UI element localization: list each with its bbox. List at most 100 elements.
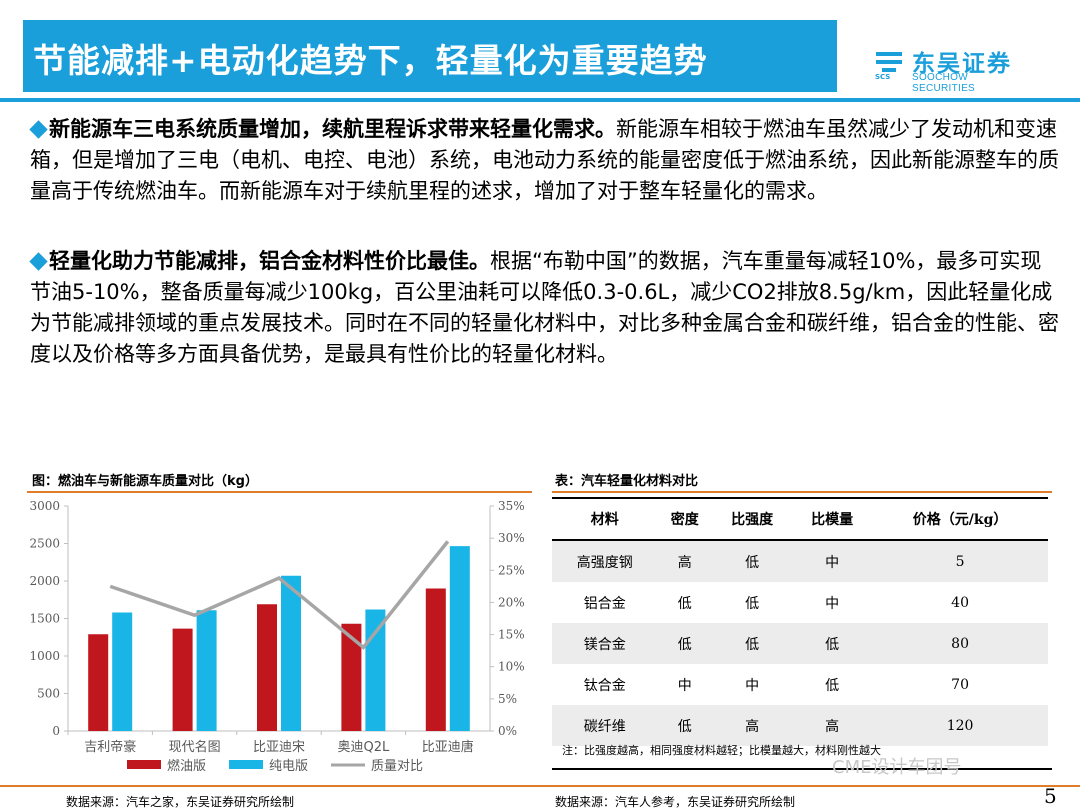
bar-fuel [88, 634, 109, 731]
diamond-bullet-icon [29, 119, 48, 139]
diamond-bullet-icon [29, 251, 48, 271]
right-tick-label: 35% [498, 499, 525, 513]
table-cell: 中 [745, 677, 760, 694]
right-tick-label: 0% [498, 724, 517, 738]
right-tick-label: 5% [498, 692, 517, 706]
table-cell: 碳纤维 [552, 705, 658, 746]
paragraph-2-body: 根据“布勒中国”的数据，汽车重量每减轻10%，最多可实现节油5-10%，整备质量… [30, 249, 1059, 366]
figure-caption: 图：燃油车与新能源车质量对比（kg） [32, 474, 258, 489]
bar-electric [112, 612, 133, 731]
series-line-weight-ratio [109, 540, 450, 650]
bar-electric [281, 575, 301, 731]
table-row: 铝合金 低 低 中 40 [552, 582, 1048, 623]
table-cell: 钛合金 [583, 677, 626, 694]
table-cell: 中 [792, 540, 873, 582]
page-number: 5 [1044, 784, 1057, 808]
right-tick-label: 15% [498, 628, 525, 642]
table-row: 碳纤维 低 高 高 120 [552, 705, 1048, 746]
table-cell: 80 [872, 623, 1048, 664]
table-row: 钛合金 中 中 低 70 [552, 664, 1048, 705]
watermark: CME设计车团号 [832, 757, 962, 778]
table-cell: 高 [712, 705, 793, 746]
table-cell: 低 [657, 623, 713, 664]
legend-swatch [127, 760, 161, 769]
legend-swatch [229, 760, 263, 769]
table-cell: 低 [712, 540, 793, 582]
right-tick-label: 25% [498, 563, 525, 577]
left-tick-label: 500 [37, 687, 60, 701]
bar-fuel [425, 588, 446, 731]
header-price: 价格（元/kg） [872, 497, 1048, 541]
table-cell: 高 [657, 540, 713, 582]
table-cell: 低 [712, 623, 793, 664]
header-divider [0, 98, 1080, 102]
table-cell: 中 [677, 677, 692, 694]
left-tick-label: 0 [52, 724, 60, 738]
table-cell: 中 [825, 595, 840, 612]
svg-text:SCS: SCS [875, 73, 890, 80]
table-header-row: 材料 密度 比强度 比模量 价格（元/kg） [552, 497, 1048, 541]
paragraph-1: 新能源车三电系统质量增加，续航里程诉求带来轻量化需求。新能源车相较于燃油车虽然减… [29, 114, 1060, 207]
legend-label: 纯电版 [269, 759, 308, 774]
table-cell: 低 [825, 677, 840, 694]
logo-chinese-name: 东吴证券 [912, 51, 1012, 77]
paragraph-2: 轻量化助力节能减排，铝合金材料性价比最佳。根据“布勒中国”的数据，汽车重量每减轻… [29, 246, 1060, 370]
table-cell: 镁合金 [552, 623, 658, 664]
table-cell: 低 [792, 623, 873, 664]
table-row: 镁合金 低 低 低 80 [552, 623, 1048, 664]
table-cell: 120 [872, 705, 1048, 746]
paragraph-2-lead: 轻量化助力节能减排，铝合金材料性价比最佳。 [49, 249, 490, 273]
header-material: 材料 [552, 497, 658, 541]
x-tick-label: 比亚迪宋 [253, 740, 305, 755]
header-specific-modulus: 比模量 [792, 497, 873, 541]
table-bottom-rule [552, 768, 1052, 770]
header-density: 密度 [657, 497, 713, 541]
table-cell: 70 [951, 676, 969, 693]
x-tick-label: 现代名图 [169, 739, 221, 755]
left-tick-label: 2500 [29, 537, 60, 551]
bar-fuel [341, 623, 362, 731]
table-cell: 低 [677, 595, 692, 612]
table-cell: 铝合金 [583, 595, 626, 612]
right-tick-label: 30% [498, 531, 525, 545]
header-specific-strength: 比强度 [712, 497, 793, 541]
weight-comparison-chart: 0 500 1000 1500 2000 2500 3000 0% 5% 10% 15% 20% 25%… [29, 499, 525, 774]
footer-divider [0, 785, 1080, 787]
paragraph-1-lead: 新能源车三电系统质量增加，续航里程诉求带来轻量化需求。 [49, 117, 616, 141]
left-tick-label: 1500 [29, 612, 60, 626]
table-cell: 高 [792, 705, 873, 746]
table-caption: 表：汽车轻量化材料对比 [555, 474, 699, 489]
figure-caption-rule [27, 491, 532, 493]
right-tick-label: 20% [498, 595, 525, 609]
x-tick-label: 奥迪Q2L [338, 740, 391, 755]
table-caption-rule [552, 491, 1052, 493]
table-source: 数据来源：汽车人参考，东吴证券研究所绘制 [555, 795, 796, 809]
table-row: 高强度钢 高 低 中 5 [552, 540, 1048, 582]
bar-electric [196, 610, 217, 731]
bar-electric [449, 546, 470, 731]
table-cell: 高强度钢 [552, 540, 658, 582]
table-cell: 40 [951, 594, 969, 611]
materials-table: 材料 密度 比强度 比模量 价格（元/kg） 高强度钢 高 低 中 5 铝合金 … [552, 497, 1052, 746]
x-tick-label: 吉利帝豪 [84, 739, 136, 755]
left-tick-label: 2000 [29, 574, 60, 588]
soochow-logo-icon: SCS [872, 46, 906, 80]
bar-fuel [172, 628, 193, 731]
company-logo: SCS 东吴证券 SOOCHOW SECURITIES [872, 44, 1032, 94]
figure-source: 数据来源：汽车之家，东吴证券研究所绘制 [66, 795, 295, 809]
table-cell: 低 [745, 595, 760, 612]
left-tick-label: 1000 [29, 649, 60, 663]
table-cell: 5 [872, 540, 1048, 582]
table-note: 注：比强度越高，相同强度材料越轻；比模量越大，材料刚性越大 [562, 744, 881, 757]
x-tick-label: 比亚迪唐 [422, 739, 474, 755]
right-tick-label: 10% [498, 660, 525, 674]
table-cell: 低 [657, 705, 713, 746]
paragraph-1-body: 新能源车相较于燃油车虽然减少了发动机和变速箱，但是增加了三电（电机、电控、电池）… [30, 117, 1059, 203]
logo-english-name: SOOCHOW SECURITIES [912, 72, 976, 94]
bar-fuel [257, 604, 277, 731]
legend-label: 质量对比 [371, 759, 423, 774]
title-bar: 节能减排+电动化趋势下，轻量化为重要趋势 [23, 20, 837, 92]
legend-label: 燃油版 [167, 758, 206, 774]
page-title: 节能减排+电动化趋势下，轻量化为重要趋势 [33, 41, 708, 80]
bar-electric [365, 609, 386, 731]
